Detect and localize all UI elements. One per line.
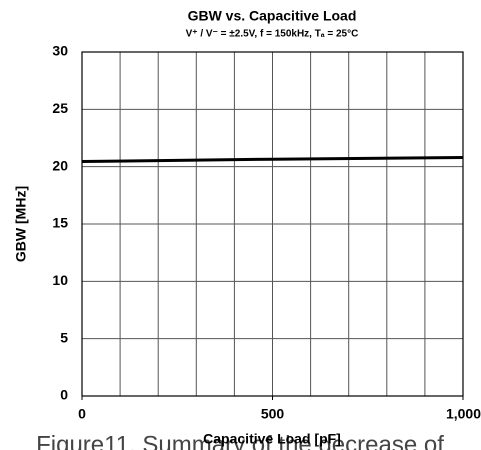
y-tick-label: 15	[52, 215, 68, 231]
y-tick-label: 5	[60, 329, 68, 345]
chart-title: GBW vs. Capacitive Load	[188, 8, 357, 24]
plot-border	[81, 51, 464, 397]
chart-subtitle: V⁺ / V⁻ = ±2.5V, f = 150kHz, Tₐ = 25°C	[186, 29, 359, 40]
x-tick-label: 0	[78, 406, 86, 422]
y-tick-label: 30	[52, 43, 68, 59]
y-axis-label: GBW [MHz]	[13, 186, 29, 262]
x-tick-label: 500	[261, 406, 285, 422]
y-tick-label: 25	[52, 100, 68, 116]
y-tick-label: 10	[52, 272, 68, 288]
y-tick-label: 0	[60, 387, 68, 403]
data-line	[81, 155, 464, 164]
x-axis-label: Capacitive Load [pF]	[203, 431, 341, 447]
y-tick-label: 20	[52, 157, 68, 173]
x-tick-label: 1,000	[446, 406, 481, 422]
caption: Figure11. Summary of the decrease of	[36, 431, 444, 450]
